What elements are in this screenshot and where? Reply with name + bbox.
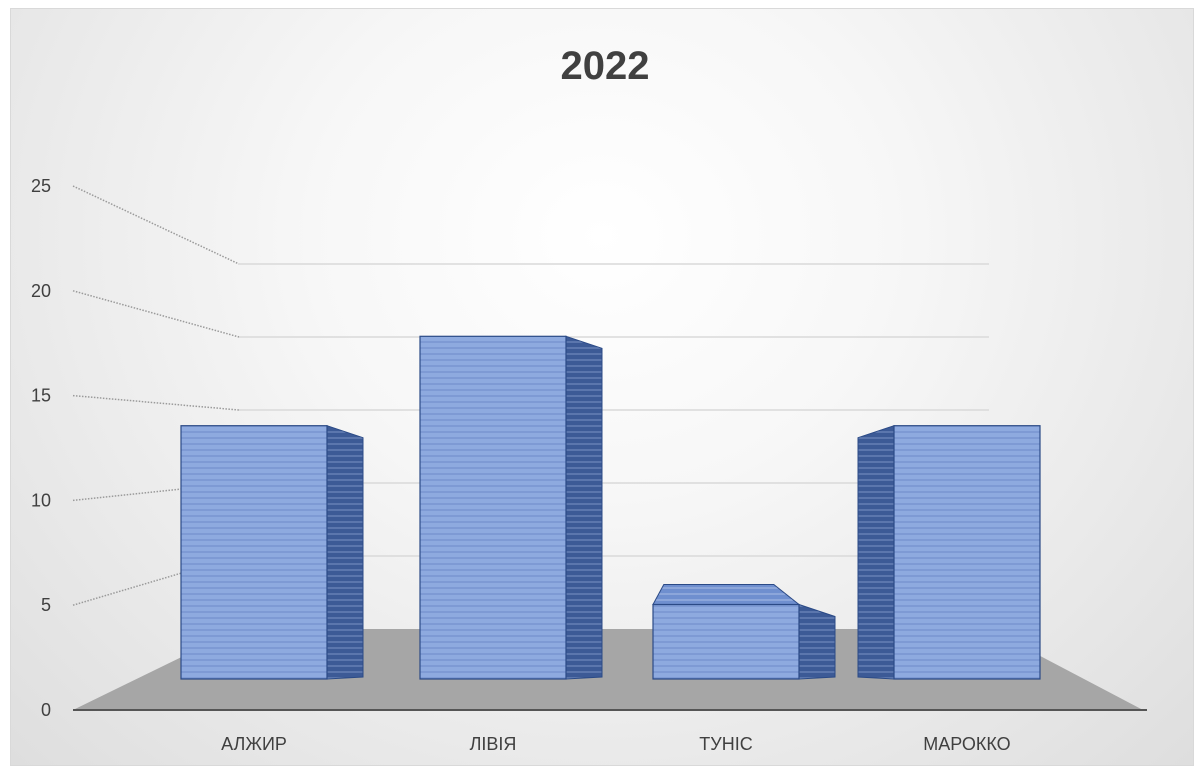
x-tick-label: ТУНІС bbox=[699, 734, 752, 754]
chart-bars-layer bbox=[180, 335, 1041, 680]
bar-chart: 2022 0 5 10 15 20 25 АЛЖИР ЛІВІЯ ТУНІС МАРОККО bbox=[31, 44, 1147, 754]
x-tick-label: АЛЖИР bbox=[221, 734, 287, 754]
bar-front bbox=[652, 603, 800, 680]
bar-side bbox=[565, 335, 603, 680]
chart-title: 2022 bbox=[561, 44, 650, 88]
y-tick-label: 20 bbox=[31, 281, 51, 301]
chart-labels-layer: 0 5 10 15 20 25 АЛЖИР ЛІВІЯ ТУНІС МАРОККО bbox=[31, 176, 1011, 754]
y-tick-label: 5 bbox=[41, 595, 51, 615]
y-tick-label: 15 bbox=[31, 386, 51, 406]
bar-side bbox=[326, 425, 364, 680]
bar bbox=[857, 425, 1041, 680]
y-tick-label: 0 bbox=[41, 700, 51, 720]
x-tick-label: ЛІВІЯ bbox=[470, 734, 517, 754]
chart-area: 2022 0 5 10 15 20 25 АЛЖИР ЛІВІЯ ТУНІС МАРОККО bbox=[10, 8, 1194, 766]
y-tick-label: 25 bbox=[31, 176, 51, 196]
x-tick-label: МАРОККО bbox=[923, 734, 1010, 754]
bar-side bbox=[857, 425, 895, 680]
side-gridline bbox=[72, 290, 240, 338]
bar-side bbox=[798, 603, 836, 680]
bar-top bbox=[652, 584, 801, 605]
bar-front bbox=[180, 425, 328, 680]
side-gridline bbox=[72, 394, 240, 411]
bar bbox=[180, 425, 364, 680]
bar bbox=[419, 335, 603, 680]
bar bbox=[652, 584, 836, 680]
side-gridline bbox=[72, 185, 240, 265]
bar-front bbox=[893, 425, 1041, 680]
y-tick-label: 10 bbox=[31, 490, 51, 510]
bar-front bbox=[419, 335, 567, 680]
